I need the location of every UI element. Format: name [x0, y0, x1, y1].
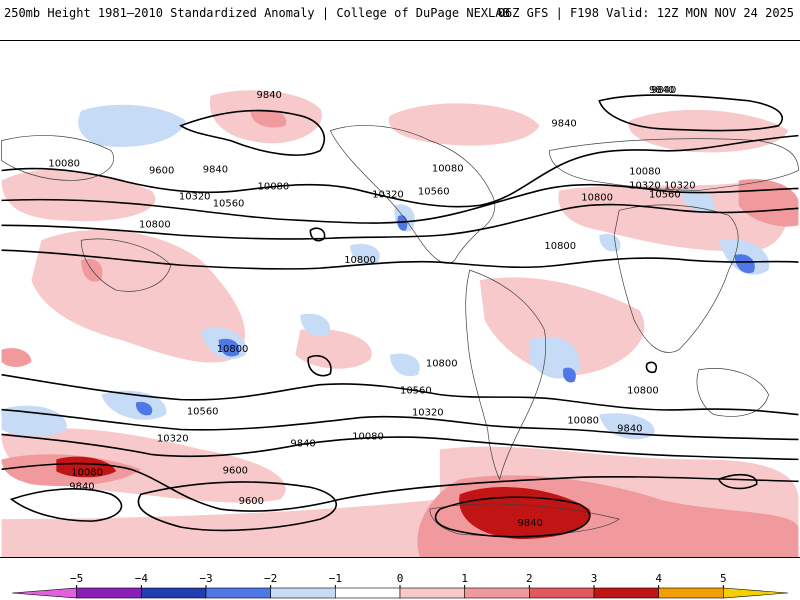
contour-label: 10560	[649, 189, 681, 200]
map-title: 250mb Height 1981–2010 Standardized Anom…	[4, 6, 510, 20]
contour-label: 10320	[412, 408, 444, 419]
contour-label: 9600	[239, 496, 264, 507]
colorbar-segment	[529, 587, 595, 599]
contour-label: 9840	[617, 423, 642, 434]
contour-label: 10800	[581, 192, 613, 203]
contour-label: 10080	[567, 416, 599, 427]
colorbar-segment	[335, 587, 401, 599]
contour-label: 9840	[551, 119, 576, 130]
contour-label: 10080	[258, 181, 290, 192]
colorbar-tick-label: −5	[70, 572, 83, 585]
contour-label: 9600	[149, 165, 174, 176]
moderate-negative-fill	[135, 215, 755, 416]
colorbar-segment	[593, 587, 659, 599]
contour-label: 10080	[48, 159, 80, 170]
contour-label: 9840	[290, 438, 315, 449]
colorbar-tick-label: 4	[655, 572, 662, 585]
contour-label: 10800	[217, 344, 249, 355]
colorbar-segment	[658, 587, 724, 599]
colorbar-tick-label: 1	[461, 572, 468, 585]
colorbar-tick-label: −4	[135, 572, 149, 585]
contour-label: 10800	[426, 359, 458, 370]
contour-label: 10080	[352, 431, 384, 442]
contour-label: 9840	[651, 85, 676, 96]
contour-label: 10080	[432, 163, 464, 174]
anomaly-map: 9840 9840 9840 10080 9600 9840 10080 103…	[0, 40, 800, 558]
contour-label: 10320	[372, 189, 404, 200]
contour-label: 10800	[344, 255, 376, 266]
contour-label: 10800	[139, 219, 171, 230]
contour-label: 9600	[223, 465, 248, 476]
contour-label: 10800	[544, 241, 576, 252]
contour-label: 10320	[179, 191, 211, 202]
contour-label: 10080	[629, 166, 661, 177]
contour-label: 10560	[187, 407, 219, 418]
colorbar-tick-label: 0	[397, 572, 404, 585]
colorbar-segment	[76, 587, 142, 599]
contour-label: 10320	[157, 433, 189, 444]
contour-label: 10560	[400, 386, 432, 397]
colorbar-segments	[11, 587, 789, 599]
anomaly-colorbar: −5 −4 −3 −2 −1 0 1 2 3 4 5	[11, 572, 789, 599]
colorbar-tick-label: −1	[329, 572, 342, 585]
colorbar-ticks: −5 −4 −3 −2 −1 0 1 2 3 4 5	[70, 572, 727, 588]
colorbar-segment	[205, 587, 271, 599]
colorbar-tick-label: 2	[526, 572, 533, 585]
contour-label: 9840	[257, 90, 282, 101]
contour-label: 10560	[418, 186, 450, 197]
height-contours	[1, 94, 799, 538]
contour-labels: 9840 9840 9840 10080 9600 9840 10080 103…	[48, 85, 695, 529]
colorbar-segment	[464, 587, 530, 599]
contour-label: 10800	[627, 386, 659, 397]
contour-label: 10320	[629, 180, 661, 191]
colorbar-tick-label: −2	[264, 572, 277, 585]
coastlines	[1, 125, 799, 537]
colorbar-segment	[723, 587, 789, 599]
contour-label: 9840	[518, 518, 543, 529]
contour-label: 10080	[71, 467, 103, 478]
colorbar-segment	[11, 587, 77, 599]
run-valid-time: 06Z GFS | F198 Valid: 12Z MON NOV 24 202…	[497, 6, 794, 20]
colorbar-tick-label: 3	[591, 572, 598, 585]
contour-label: 9840	[649, 85, 674, 96]
contour-label: 10560	[213, 198, 245, 209]
contour-label: 10320	[664, 180, 696, 191]
colorbar-segment	[141, 587, 207, 599]
contour-label: 9840	[69, 481, 94, 492]
contour-label: 9840	[203, 164, 228, 175]
colorbar-segment	[270, 587, 336, 599]
colorbar-tick-label: 5	[720, 572, 727, 585]
colorbar-segment	[399, 587, 465, 599]
colorbar-tick-label: −3	[199, 572, 212, 585]
